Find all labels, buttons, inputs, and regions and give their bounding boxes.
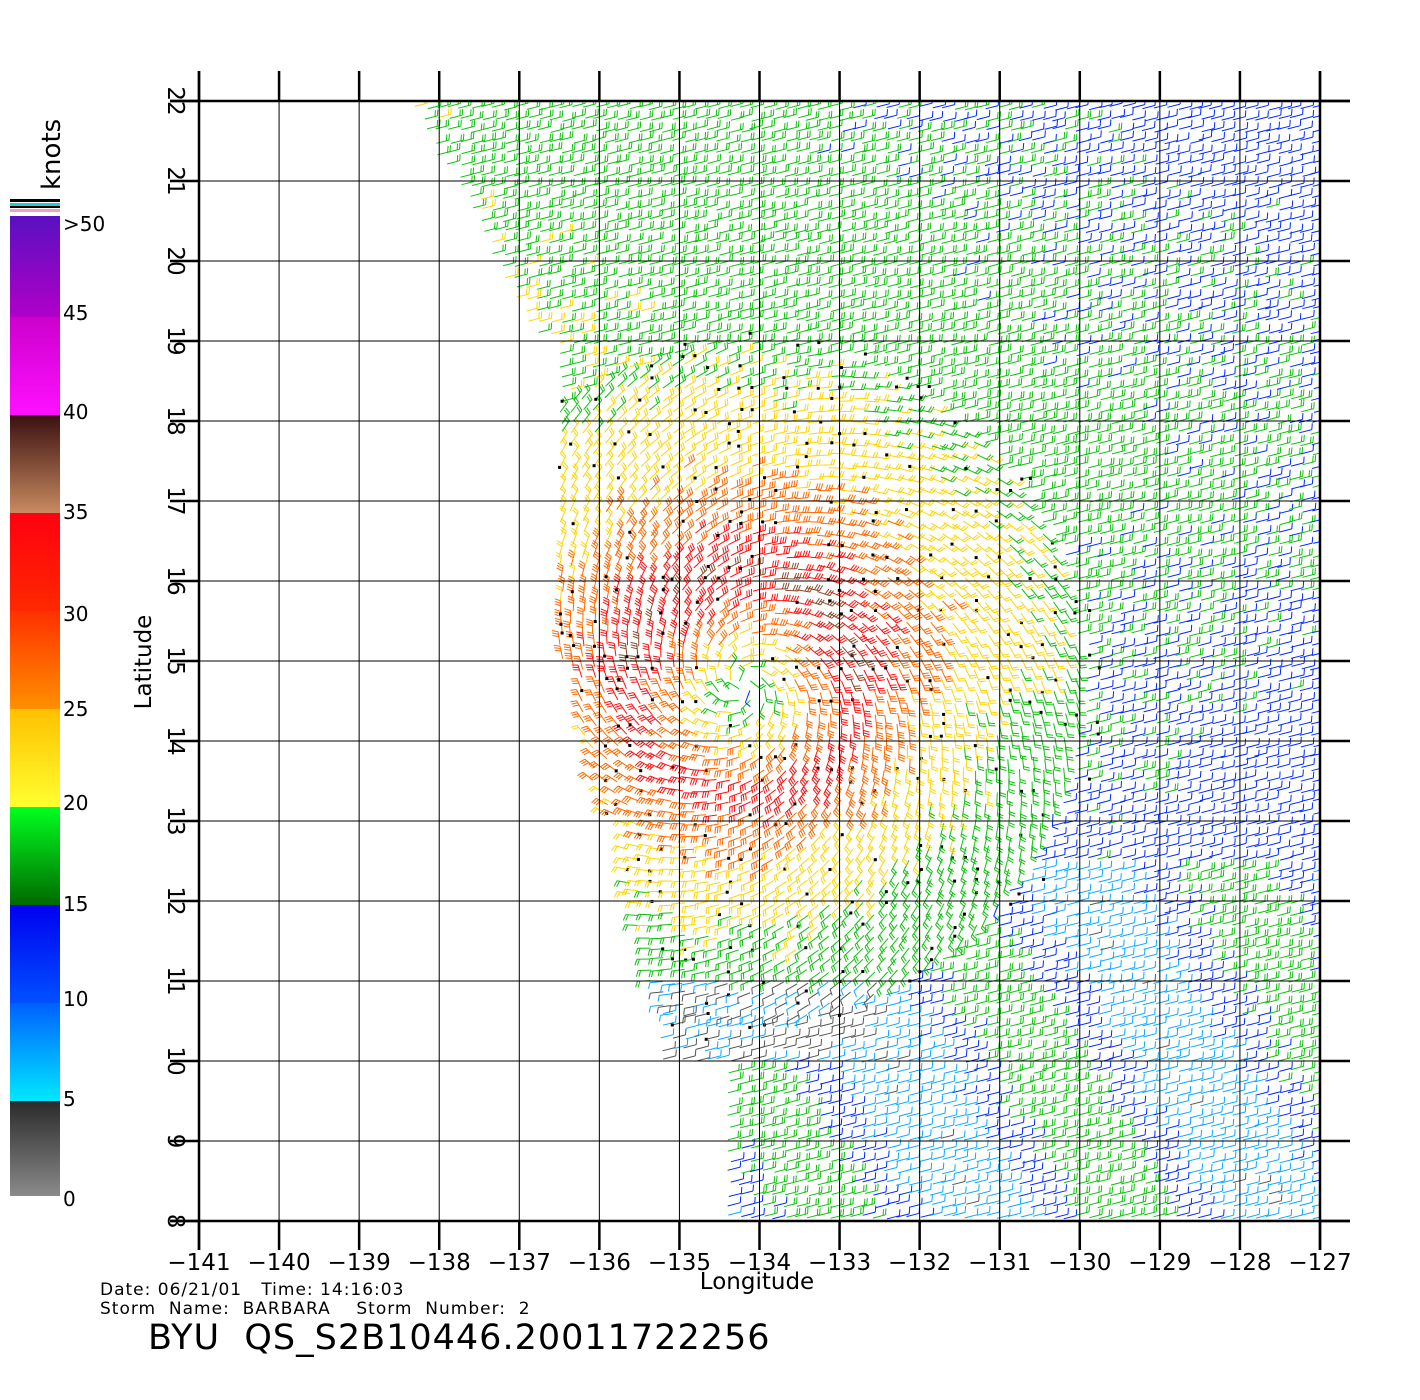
- y-tick-label: 19: [162, 326, 188, 355]
- y-tick-label: 20: [162, 246, 188, 275]
- colorbar-label: 40: [63, 400, 88, 424]
- x-tick-label: −131: [968, 1250, 1031, 1276]
- colorbar-band-10-15: [10, 905, 60, 1003]
- colorbar-band-0-5: [10, 1101, 60, 1196]
- y-tick-label: 8: [162, 1214, 188, 1229]
- x-tick-label: −141: [167, 1250, 230, 1276]
- y-axis-label: Latitude: [131, 615, 157, 710]
- x-tick-label: −138: [408, 1250, 471, 1276]
- y-tick-label: 12: [162, 886, 188, 915]
- wind-barbs-layer: [414, 101, 1320, 1220]
- colorbar-band-40-45: [10, 317, 60, 415]
- colorbar-label: 35: [63, 500, 88, 524]
- y-tick-label: 18: [162, 406, 188, 435]
- y-tick-label: 22: [162, 86, 188, 115]
- y-tick-label: 17: [162, 486, 188, 515]
- storm-info-line: Storm Name: BARBARA Storm Number: 2: [100, 1301, 531, 1318]
- x-tick-label: −132: [888, 1250, 951, 1276]
- y-tick-label: 10: [162, 1046, 188, 1075]
- x-tick-label: −135: [648, 1250, 711, 1276]
- colorbar-band-20-25: [10, 709, 60, 807]
- colorbar-label: 15: [63, 892, 88, 916]
- colorbar-label: 25: [63, 697, 88, 721]
- y-tick-labels: 8 9 10 11 12 13 14 15 16 17 18 19 20 21 22: [162, 86, 188, 1228]
- colorbar-label: 45: [63, 301, 88, 325]
- x-tick-label: −130: [1048, 1250, 1111, 1276]
- x-tick-label: −133: [808, 1250, 871, 1276]
- colorbar-label: 20: [63, 791, 88, 815]
- y-tick-label: 16: [162, 566, 188, 595]
- colorbar: knots >50 45 40 35 30 25 20 15 10 5 0: [10, 119, 105, 1211]
- colorbar-label: >50: [63, 212, 105, 236]
- date-time-line: Date: 06/21/01 Time: 14:16:03: [100, 1282, 404, 1299]
- x-tick-label: −129: [1128, 1250, 1191, 1276]
- x-tick-label: −139: [328, 1250, 391, 1276]
- x-tick-label: −137: [488, 1250, 551, 1276]
- x-tick-label: −140: [247, 1250, 310, 1276]
- y-tick-label: 15: [162, 646, 188, 675]
- colorbar-band-45-50: [10, 216, 60, 317]
- colorbar-label: 5: [63, 1087, 76, 1111]
- x-tick-label: −128: [1208, 1250, 1271, 1276]
- colorbar-label: 30: [63, 602, 88, 626]
- colorbar-label: 0: [63, 1187, 76, 1211]
- y-tick-label: 14: [162, 726, 188, 755]
- x-tick-label: −127: [1288, 1250, 1351, 1276]
- y-tick-label: 11: [162, 966, 188, 995]
- y-tick-label: 13: [162, 806, 188, 835]
- colorbar-band-25-30: [10, 611, 60, 709]
- colorbar-label: 10: [63, 987, 88, 1011]
- colorbar-band-35-40: [10, 415, 60, 513]
- product-id: BYU QS_S2B10446.20011722256: [148, 1318, 771, 1358]
- y-tick-label: 9: [162, 1134, 188, 1149]
- colorbar-band-5-10: [10, 1003, 60, 1101]
- grid-lines: [170, 71, 1350, 1250]
- x-tick-label: −136: [568, 1250, 631, 1276]
- x-tick-label: −134: [728, 1250, 791, 1276]
- x-axis-label: Longitude: [700, 1269, 814, 1295]
- colorbar-band-15-20: [10, 807, 60, 905]
- x-tick-labels: −141 −140 −139 −138 −137 −136 −135 −134 −133 −132…: [167, 1250, 1351, 1276]
- colorbar-title: knots: [37, 119, 67, 190]
- colorbar-band-30-35: [10, 513, 60, 611]
- y-tick-label: 21: [162, 166, 188, 195]
